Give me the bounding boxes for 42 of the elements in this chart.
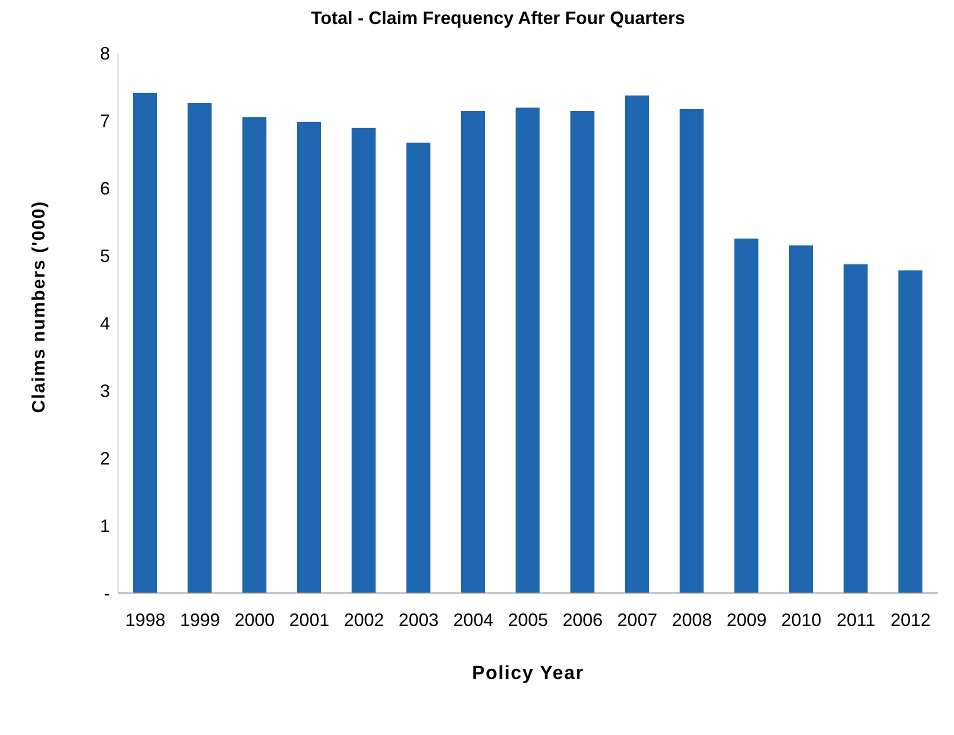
bar: [133, 92, 157, 593]
bar: [461, 111, 485, 593]
y-tick-label: 2: [100, 448, 110, 468]
x-tick-label: 2012: [890, 610, 931, 630]
y-tick-label: 4: [100, 313, 110, 334]
x-tick-label: 2001: [289, 610, 330, 630]
y-tick-label: 5: [100, 246, 110, 266]
y-tick-label: -: [104, 583, 110, 604]
chart-title: Total - Claim Frequency After Four Quarters: [310, 8, 686, 29]
bar: [898, 270, 922, 593]
x-tick-label: 2009: [726, 610, 767, 630]
y-axis-title: Claims numbers ('000): [28, 200, 48, 413]
x-tick-label: 2006: [562, 610, 603, 630]
bar: [734, 238, 758, 593]
x-tick-label: 2008: [672, 610, 712, 630]
y-tick-label: 7: [100, 110, 110, 131]
y-tick-label: 6: [100, 178, 110, 198]
x-tick-label: 2004: [453, 610, 494, 630]
y-tick-label: 1: [100, 516, 110, 536]
x-tick-label: 1998: [125, 610, 166, 630]
x-tick-label: 2007: [617, 610, 658, 630]
bar: [680, 109, 704, 593]
bar: [570, 111, 594, 593]
bar: [188, 102, 212, 593]
bar: [352, 128, 376, 593]
bar: [406, 142, 430, 593]
x-tick-label: 2011: [836, 610, 876, 630]
y-tick-label: 3: [100, 380, 110, 401]
x-tick-label: 2000: [234, 610, 275, 630]
x-axis-title: Policy Year: [470, 663, 586, 685]
x-tick-label: 2003: [398, 610, 439, 630]
x-tick-label: 2010: [781, 610, 822, 630]
bar: [844, 264, 868, 593]
bar: [625, 96, 649, 593]
x-tick-label: 2005: [508, 610, 548, 630]
x-tick-label: 1999: [180, 610, 220, 630]
bar: [242, 117, 266, 593]
y-tick-label: 8: [100, 43, 110, 64]
bar: [789, 245, 813, 593]
x-tick-label: 2002: [344, 610, 384, 630]
bar: [516, 108, 540, 593]
bar: [297, 122, 321, 593]
